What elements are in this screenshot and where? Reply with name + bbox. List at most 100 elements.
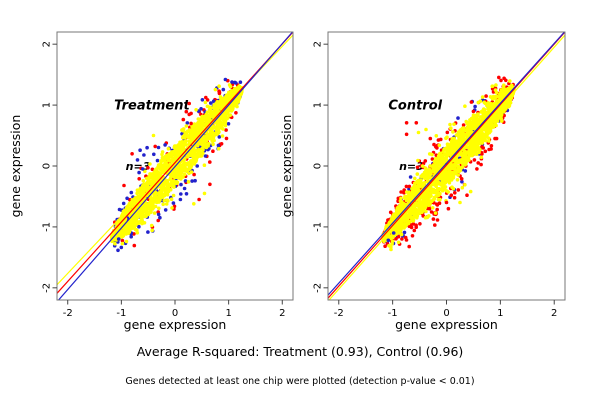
data-point <box>190 179 194 183</box>
data-point <box>191 155 196 160</box>
data-point <box>423 202 428 206</box>
data-point <box>180 145 185 150</box>
data-point <box>184 109 189 114</box>
data-point <box>229 108 234 112</box>
data-point <box>233 80 237 85</box>
data-point <box>441 177 445 182</box>
data-point <box>223 119 228 124</box>
data-point <box>479 155 484 160</box>
data-point <box>502 107 506 112</box>
data-point <box>463 104 467 108</box>
data-point <box>135 228 139 232</box>
data-point <box>449 193 454 197</box>
data-point <box>442 147 447 151</box>
data-point <box>208 111 213 115</box>
data-point <box>130 222 135 227</box>
data-point <box>162 198 167 203</box>
data-point <box>438 151 442 156</box>
data-point <box>402 190 406 195</box>
data-point <box>452 136 457 141</box>
data-point <box>398 203 402 208</box>
y-tick-label: 1 <box>42 102 53 108</box>
outlier-point <box>189 121 193 126</box>
data-point <box>162 182 167 186</box>
data-point <box>435 218 440 222</box>
data-point <box>482 100 487 105</box>
data-point <box>499 90 503 95</box>
data-point <box>164 202 169 206</box>
data-point <box>480 145 484 149</box>
data-point <box>494 99 499 103</box>
data-point <box>405 214 410 218</box>
data-point <box>221 87 226 92</box>
data-point <box>143 214 147 218</box>
data-point <box>119 245 124 250</box>
data-point <box>211 142 215 147</box>
data-point <box>186 155 190 159</box>
data-point <box>471 109 476 114</box>
data-point <box>127 228 131 232</box>
data-point <box>432 159 437 164</box>
data-point <box>491 104 495 109</box>
data-point <box>433 156 438 161</box>
y-axis-label: gene expression <box>8 115 23 218</box>
data-point <box>413 176 417 181</box>
data-point <box>201 148 205 152</box>
data-point <box>402 188 407 192</box>
x-axis-label: gene expression <box>124 317 227 332</box>
data-point <box>479 162 483 167</box>
data-point <box>500 119 504 123</box>
data-point <box>487 126 492 130</box>
data-point <box>189 111 193 116</box>
y-tick-label: 2 <box>313 41 324 47</box>
data-point <box>492 101 497 106</box>
data-point <box>181 117 186 122</box>
data-point <box>489 144 494 148</box>
data-point <box>225 112 230 116</box>
data-point <box>460 185 465 190</box>
data-point <box>204 145 209 150</box>
data-point <box>424 176 429 180</box>
data-point <box>436 138 441 142</box>
data-point <box>471 144 476 149</box>
data-point <box>223 123 228 128</box>
data-point <box>210 127 215 131</box>
data-point <box>399 196 403 201</box>
data-point <box>234 101 238 106</box>
data-point <box>170 150 174 154</box>
outlier-point <box>178 197 183 202</box>
data-point <box>182 186 187 191</box>
data-point <box>146 230 150 234</box>
data-point <box>422 208 426 213</box>
data-point <box>427 152 432 156</box>
data-point <box>149 179 154 184</box>
data-point <box>484 94 488 98</box>
data-point <box>457 132 462 136</box>
data-point <box>125 196 129 201</box>
data-point <box>224 128 228 132</box>
data-point <box>149 172 154 176</box>
data-point <box>189 153 193 157</box>
data-point <box>437 161 441 166</box>
data-point <box>201 151 205 156</box>
data-point <box>459 177 464 181</box>
data-point <box>202 163 207 167</box>
scatter-points-group <box>109 77 244 253</box>
data-point <box>493 119 498 124</box>
outlier-point <box>386 238 391 243</box>
data-point <box>484 133 488 137</box>
data-point <box>497 75 501 80</box>
data-point <box>411 218 415 223</box>
data-point <box>187 101 191 106</box>
outlier-point <box>391 231 396 235</box>
data-point <box>474 142 478 147</box>
data-point <box>148 162 152 166</box>
data-point <box>455 139 460 143</box>
data-point <box>445 170 450 175</box>
data-point <box>461 152 466 157</box>
data-point <box>152 170 157 174</box>
data-point <box>445 153 450 158</box>
data-point <box>221 99 225 104</box>
data-point <box>439 157 444 161</box>
outlier-point <box>151 133 156 138</box>
